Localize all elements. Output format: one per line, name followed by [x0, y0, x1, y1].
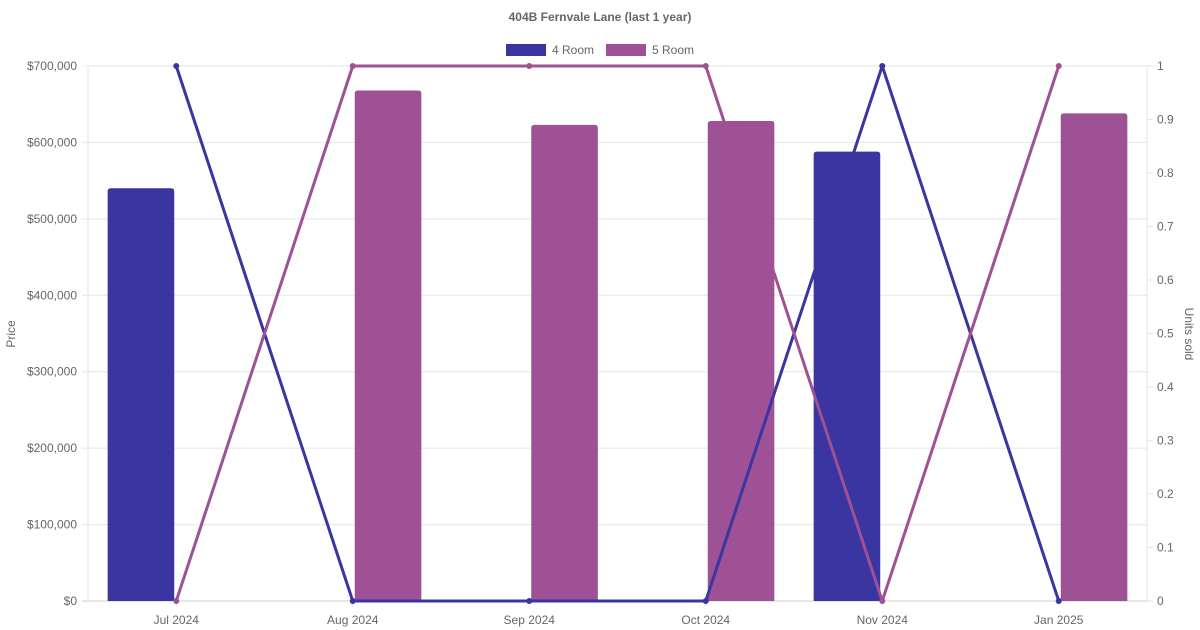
- x-axis-ticks: Jul 2024 Aug 2024 Sep 2024 Oct 2024 Nov 2024…: [154, 601, 1084, 627]
- point-5-room[interactable]: [173, 598, 180, 604]
- bar-5-room[interactable]: [1060, 113, 1128, 601]
- x-tick-label: Jan 2025: [1034, 613, 1084, 627]
- legend-label: 5 Room: [652, 43, 694, 57]
- y-right-tick-label: 1: [1157, 59, 1164, 73]
- bar-5-room[interactable]: [531, 124, 598, 601]
- y-left-tick-label: $600,000: [27, 135, 77, 149]
- y-right-axis-title: Units sold: [1182, 308, 1196, 361]
- x-tick-label: Jul 2024: [154, 613, 200, 627]
- y-right-tick-label: 0.2: [1157, 487, 1174, 501]
- y-right-tick-label: 0.7: [1157, 220, 1174, 234]
- point-4-room[interactable]: [349, 598, 356, 604]
- x-tick-label: Nov 2024: [857, 613, 909, 627]
- y-left-axis-title: Price: [4, 320, 18, 348]
- point-4-room[interactable]: [1055, 598, 1062, 604]
- x-tick-label: Oct 2024: [681, 613, 730, 627]
- point-5-room[interactable]: [702, 63, 709, 69]
- bar-4-room[interactable]: [813, 151, 881, 601]
- y-left-tick-label: $100,000: [27, 518, 77, 532]
- point-4-room[interactable]: [173, 63, 180, 69]
- point-4-room[interactable]: [702, 598, 709, 604]
- chart-title: 404B Fernvale Lane (last 1 year): [509, 10, 692, 24]
- y-right-tick-label: 0.3: [1157, 434, 1174, 448]
- bar-5-room[interactable]: [354, 90, 422, 601]
- point-4-room[interactable]: [879, 63, 886, 69]
- point-5-room[interactable]: [526, 63, 533, 69]
- y-left-tick-label: $500,000: [27, 212, 77, 226]
- y-left-tick-label: $700,000: [27, 59, 77, 73]
- y-right-tick-label: 0.9: [1157, 113, 1174, 127]
- y-left-axis-ticks: $0 $100,000 $200,000 $300,000 $400,000 $500,0…: [27, 59, 77, 608]
- x-tick-label: Aug 2024: [327, 613, 379, 627]
- legend[interactable]: 4 Room 5 Room: [506, 43, 694, 57]
- y-left-tick-label: $400,000: [27, 288, 77, 302]
- legend-label: 4 Room: [552, 43, 594, 57]
- legend-item-5-room[interactable]: 5 Room: [606, 43, 694, 57]
- y-left-tick-label: $0: [64, 594, 78, 608]
- unit-lines: [173, 63, 1062, 604]
- y-left-tick-label: $300,000: [27, 365, 77, 379]
- line-5-room: [174, 64, 1061, 603]
- y-right-tick-label: 0.8: [1157, 166, 1174, 180]
- bar-5-room[interactable]: [707, 121, 775, 602]
- y-right-axis-ticks: 0 0.1 0.2 0.3 0.4 0.5 0.6 0.7 0.8 0.9 1: [1147, 59, 1174, 608]
- y-right-tick-label: 0.1: [1157, 541, 1174, 555]
- point-4-room[interactable]: [526, 598, 533, 604]
- y-right-tick-label: 0.5: [1157, 327, 1174, 341]
- y-left-tick-label: $200,000: [27, 441, 77, 455]
- legend-item-4-room[interactable]: 4 Room: [506, 43, 594, 57]
- grid-lines: [82, 65, 1148, 602]
- legend-swatch: [506, 44, 546, 56]
- point-5-room[interactable]: [349, 63, 356, 69]
- bar-4-room[interactable]: [107, 188, 175, 602]
- bars: [107, 90, 1128, 602]
- x-tick-label: Sep 2024: [504, 613, 556, 627]
- legend-swatch: [606, 44, 646, 56]
- y-right-tick-label: 0.4: [1157, 380, 1174, 394]
- line-4-room: [174, 64, 1061, 603]
- y-right-tick-label: 0.6: [1157, 273, 1174, 287]
- y-right-tick-label: 0: [1157, 594, 1164, 608]
- point-5-room[interactable]: [1055, 63, 1062, 69]
- point-5-room[interactable]: [879, 598, 886, 604]
